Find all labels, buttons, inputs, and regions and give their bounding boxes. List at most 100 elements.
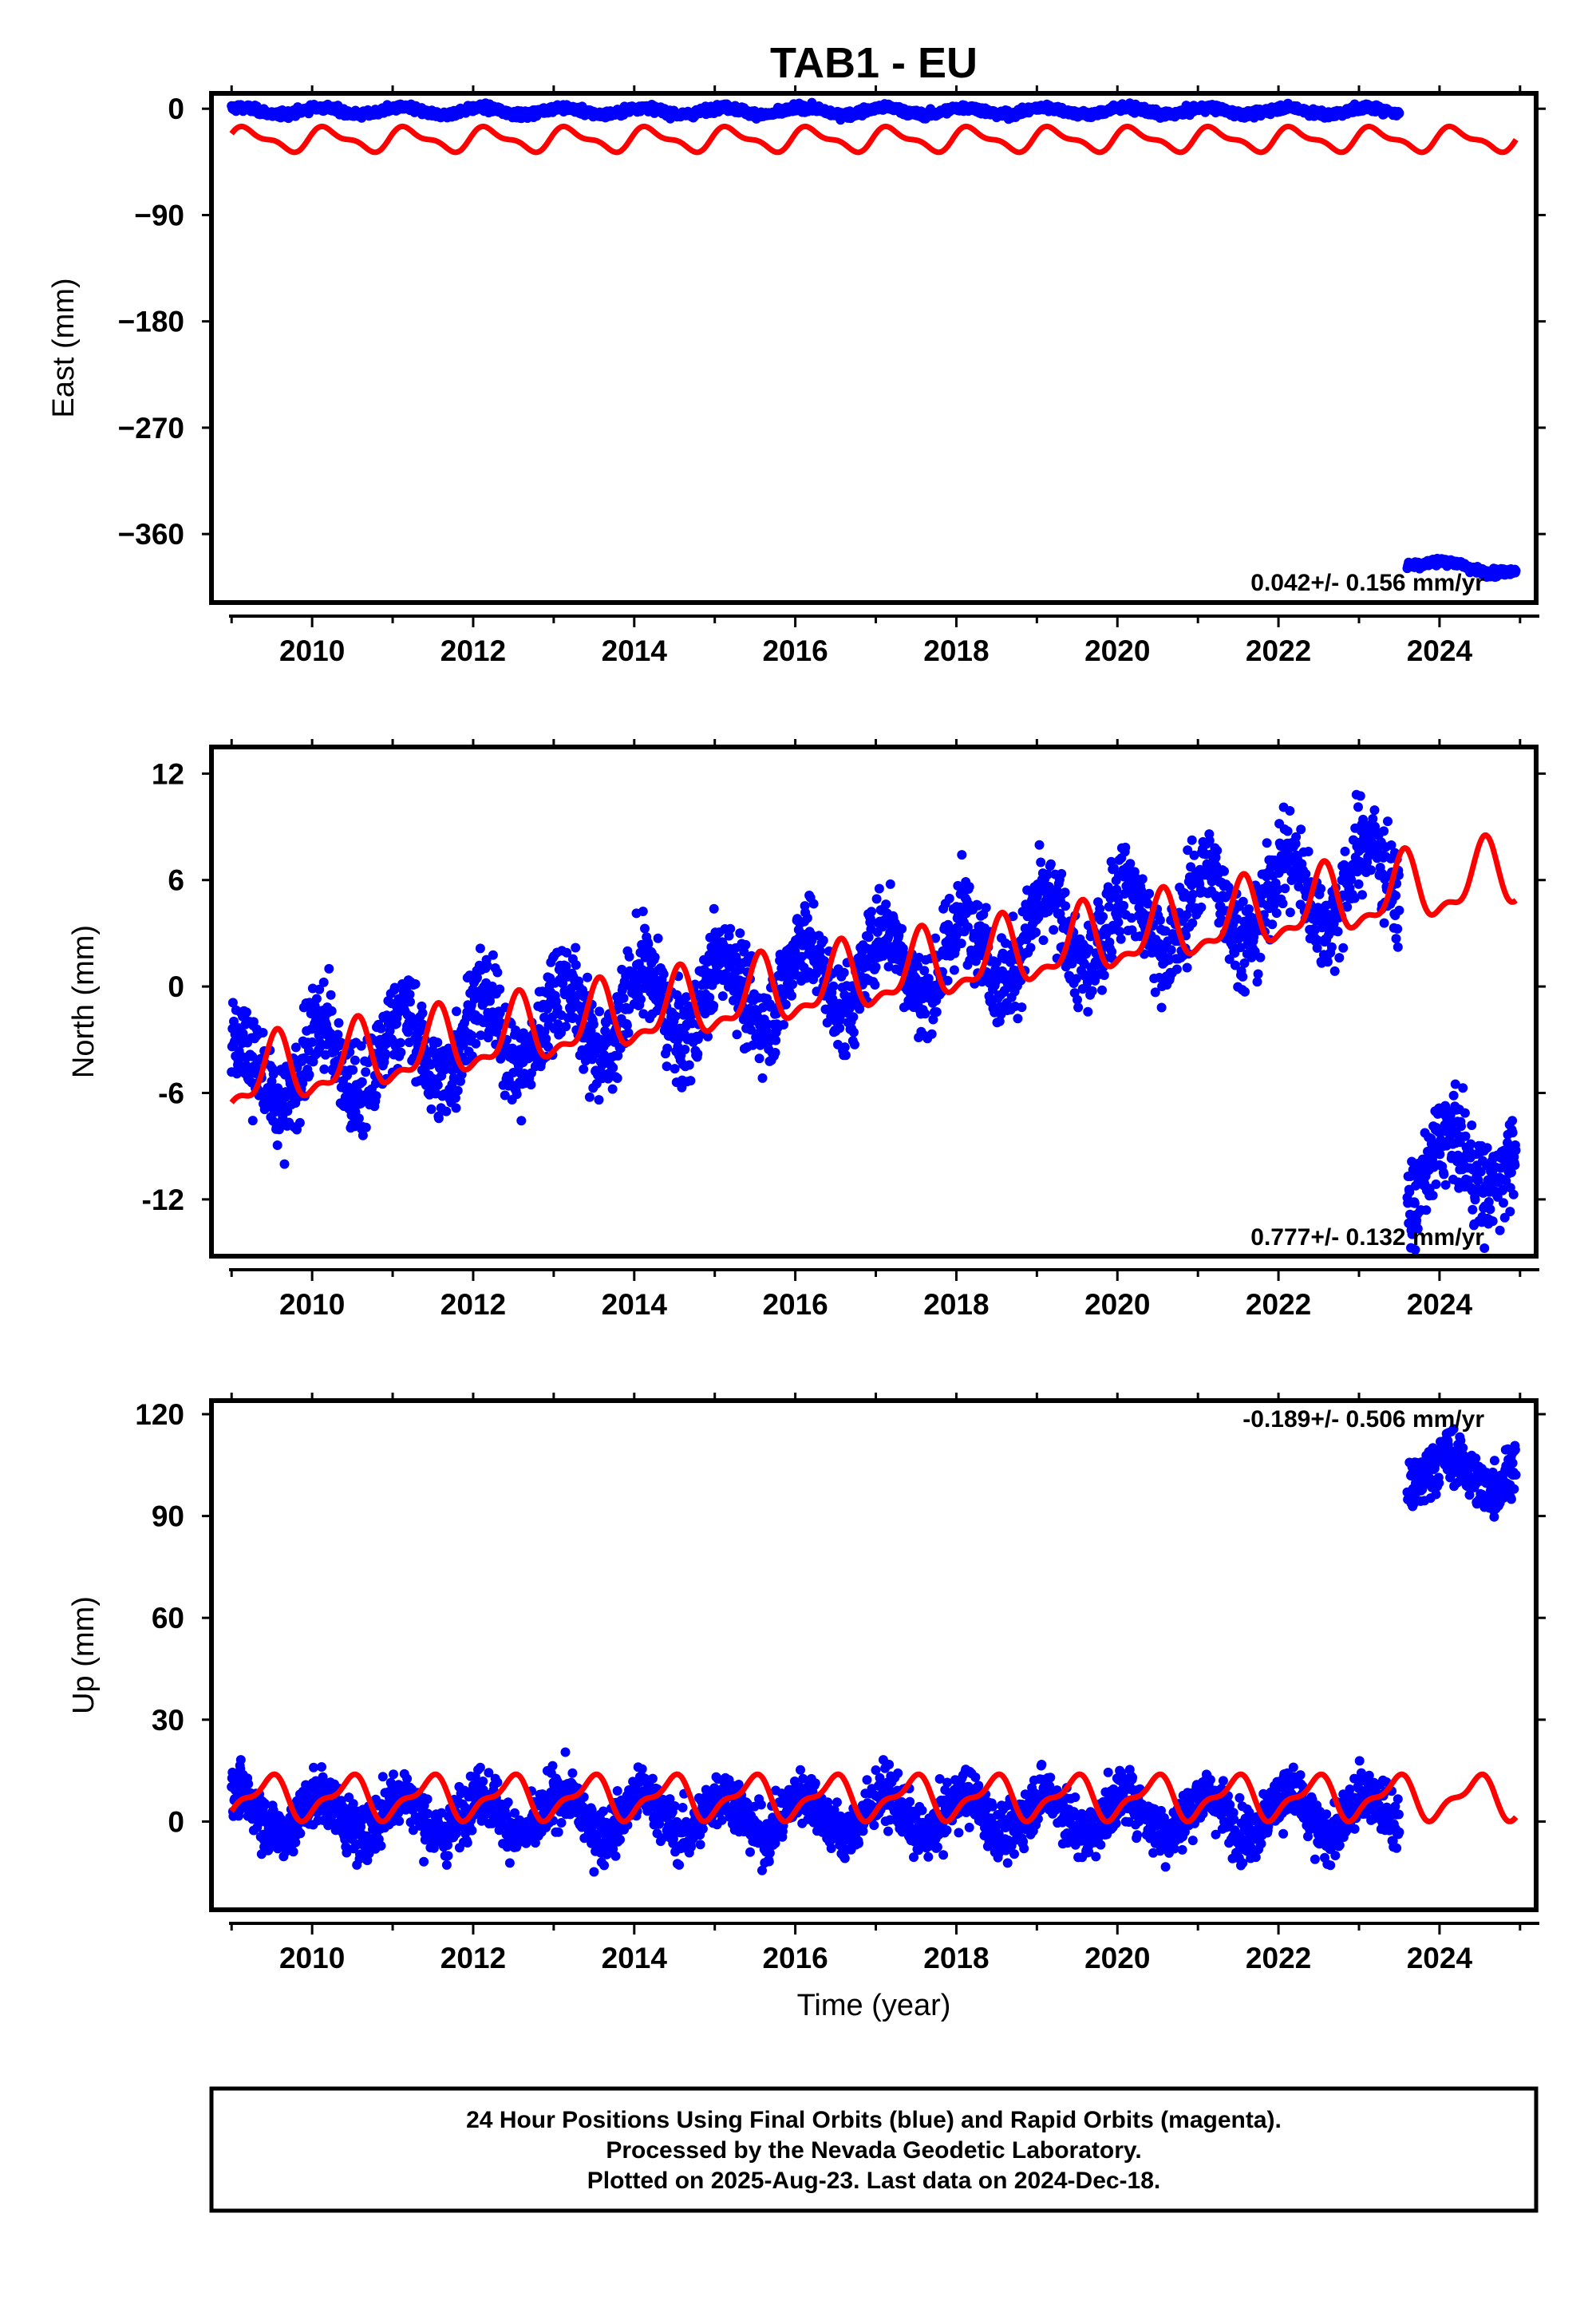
data-point — [326, 990, 336, 1000]
data-point — [658, 969, 669, 979]
data-point — [294, 1117, 305, 1128]
data-point — [732, 1030, 742, 1040]
data-point — [897, 923, 907, 934]
x-tick-label: 2022 — [1246, 634, 1311, 667]
data-point — [636, 994, 646, 1005]
data-point — [410, 979, 421, 989]
data-point — [333, 1030, 343, 1040]
data-point — [839, 1042, 850, 1053]
data-point — [1098, 911, 1108, 922]
data-point — [314, 984, 325, 994]
data-point — [741, 939, 751, 950]
data-point — [770, 1048, 780, 1057]
data-point — [840, 1050, 851, 1061]
y-axis-label: East (mm) — [47, 278, 81, 417]
data-point — [381, 1049, 391, 1059]
data-point — [981, 903, 991, 913]
data-point — [680, 1045, 690, 1054]
data-point — [354, 1113, 364, 1124]
x-tick-label: 2014 — [602, 634, 668, 667]
data-point — [227, 998, 238, 1008]
data-point — [871, 962, 881, 972]
data-point — [944, 893, 954, 903]
y-tick-label: −180 — [118, 306, 184, 338]
data-point — [788, 979, 798, 990]
data-point — [1511, 566, 1521, 576]
data-point — [594, 1095, 604, 1105]
data-point — [779, 1020, 788, 1030]
data-point — [358, 1130, 368, 1140]
data-point — [735, 928, 745, 939]
data-point — [850, 1039, 859, 1049]
data-point — [956, 939, 966, 949]
data-point — [242, 1007, 251, 1018]
data-point — [1116, 934, 1126, 944]
model-fit-line — [229, 123, 1519, 156]
data-point — [1113, 917, 1124, 927]
data-point — [356, 1041, 366, 1051]
data-point — [623, 1028, 634, 1038]
data-point — [871, 894, 882, 904]
data-point — [516, 1116, 527, 1126]
data-point — [371, 1091, 381, 1101]
data-point — [583, 972, 593, 982]
data-point — [495, 984, 505, 994]
data-point — [717, 991, 728, 1002]
data-point — [279, 1159, 290, 1169]
data-point — [267, 1077, 277, 1086]
data-point — [290, 1042, 301, 1053]
data-point — [272, 1140, 282, 1150]
data-point — [867, 907, 876, 917]
data-point — [926, 1029, 937, 1039]
data-point — [1036, 857, 1046, 868]
data-point — [268, 1069, 279, 1079]
data-point — [684, 1060, 694, 1070]
data-point — [471, 1038, 481, 1049]
data-point — [1103, 882, 1113, 892]
data-point — [588, 1019, 598, 1030]
data-point — [1060, 887, 1070, 898]
data-point — [670, 1064, 680, 1074]
data-point — [640, 923, 650, 934]
x-tick-label: 2010 — [279, 634, 345, 667]
data-point — [319, 1064, 330, 1074]
data-point — [920, 1009, 930, 1019]
x-tick-label: 2020 — [1084, 634, 1150, 667]
data-point — [848, 1012, 859, 1022]
data-point — [595, 1006, 605, 1017]
data-point — [248, 1017, 259, 1027]
data-point — [638, 907, 648, 916]
y-tick-label: −360 — [118, 518, 184, 551]
data-point — [725, 923, 736, 934]
data-point — [385, 1026, 395, 1036]
data-point — [526, 1080, 536, 1090]
data-point — [326, 1006, 337, 1016]
data-point — [957, 850, 967, 860]
data-point — [607, 1084, 618, 1094]
x-tick-label: 2012 — [440, 634, 506, 667]
data-point — [441, 1106, 452, 1117]
data-point — [584, 1092, 595, 1102]
data-point — [1394, 108, 1404, 118]
data-point — [754, 1053, 764, 1064]
data-point — [964, 882, 974, 892]
data-point — [931, 1007, 942, 1017]
data-point — [808, 899, 819, 909]
data-point — [247, 1116, 258, 1126]
data-point — [512, 1089, 522, 1100]
data-point — [433, 1113, 444, 1124]
data-point — [874, 883, 884, 894]
y-tick-label: −90 — [134, 199, 184, 231]
data-point — [835, 1023, 845, 1034]
data-point — [433, 1037, 443, 1048]
data-point — [475, 943, 485, 954]
data-point — [426, 1060, 436, 1069]
data-point — [395, 1037, 405, 1048]
y-tick-label: −270 — [118, 412, 184, 445]
data-point — [693, 1049, 703, 1059]
data-point — [1099, 970, 1109, 980]
data-point — [757, 1073, 768, 1083]
data-point — [311, 994, 322, 1004]
data-point — [818, 935, 828, 946]
